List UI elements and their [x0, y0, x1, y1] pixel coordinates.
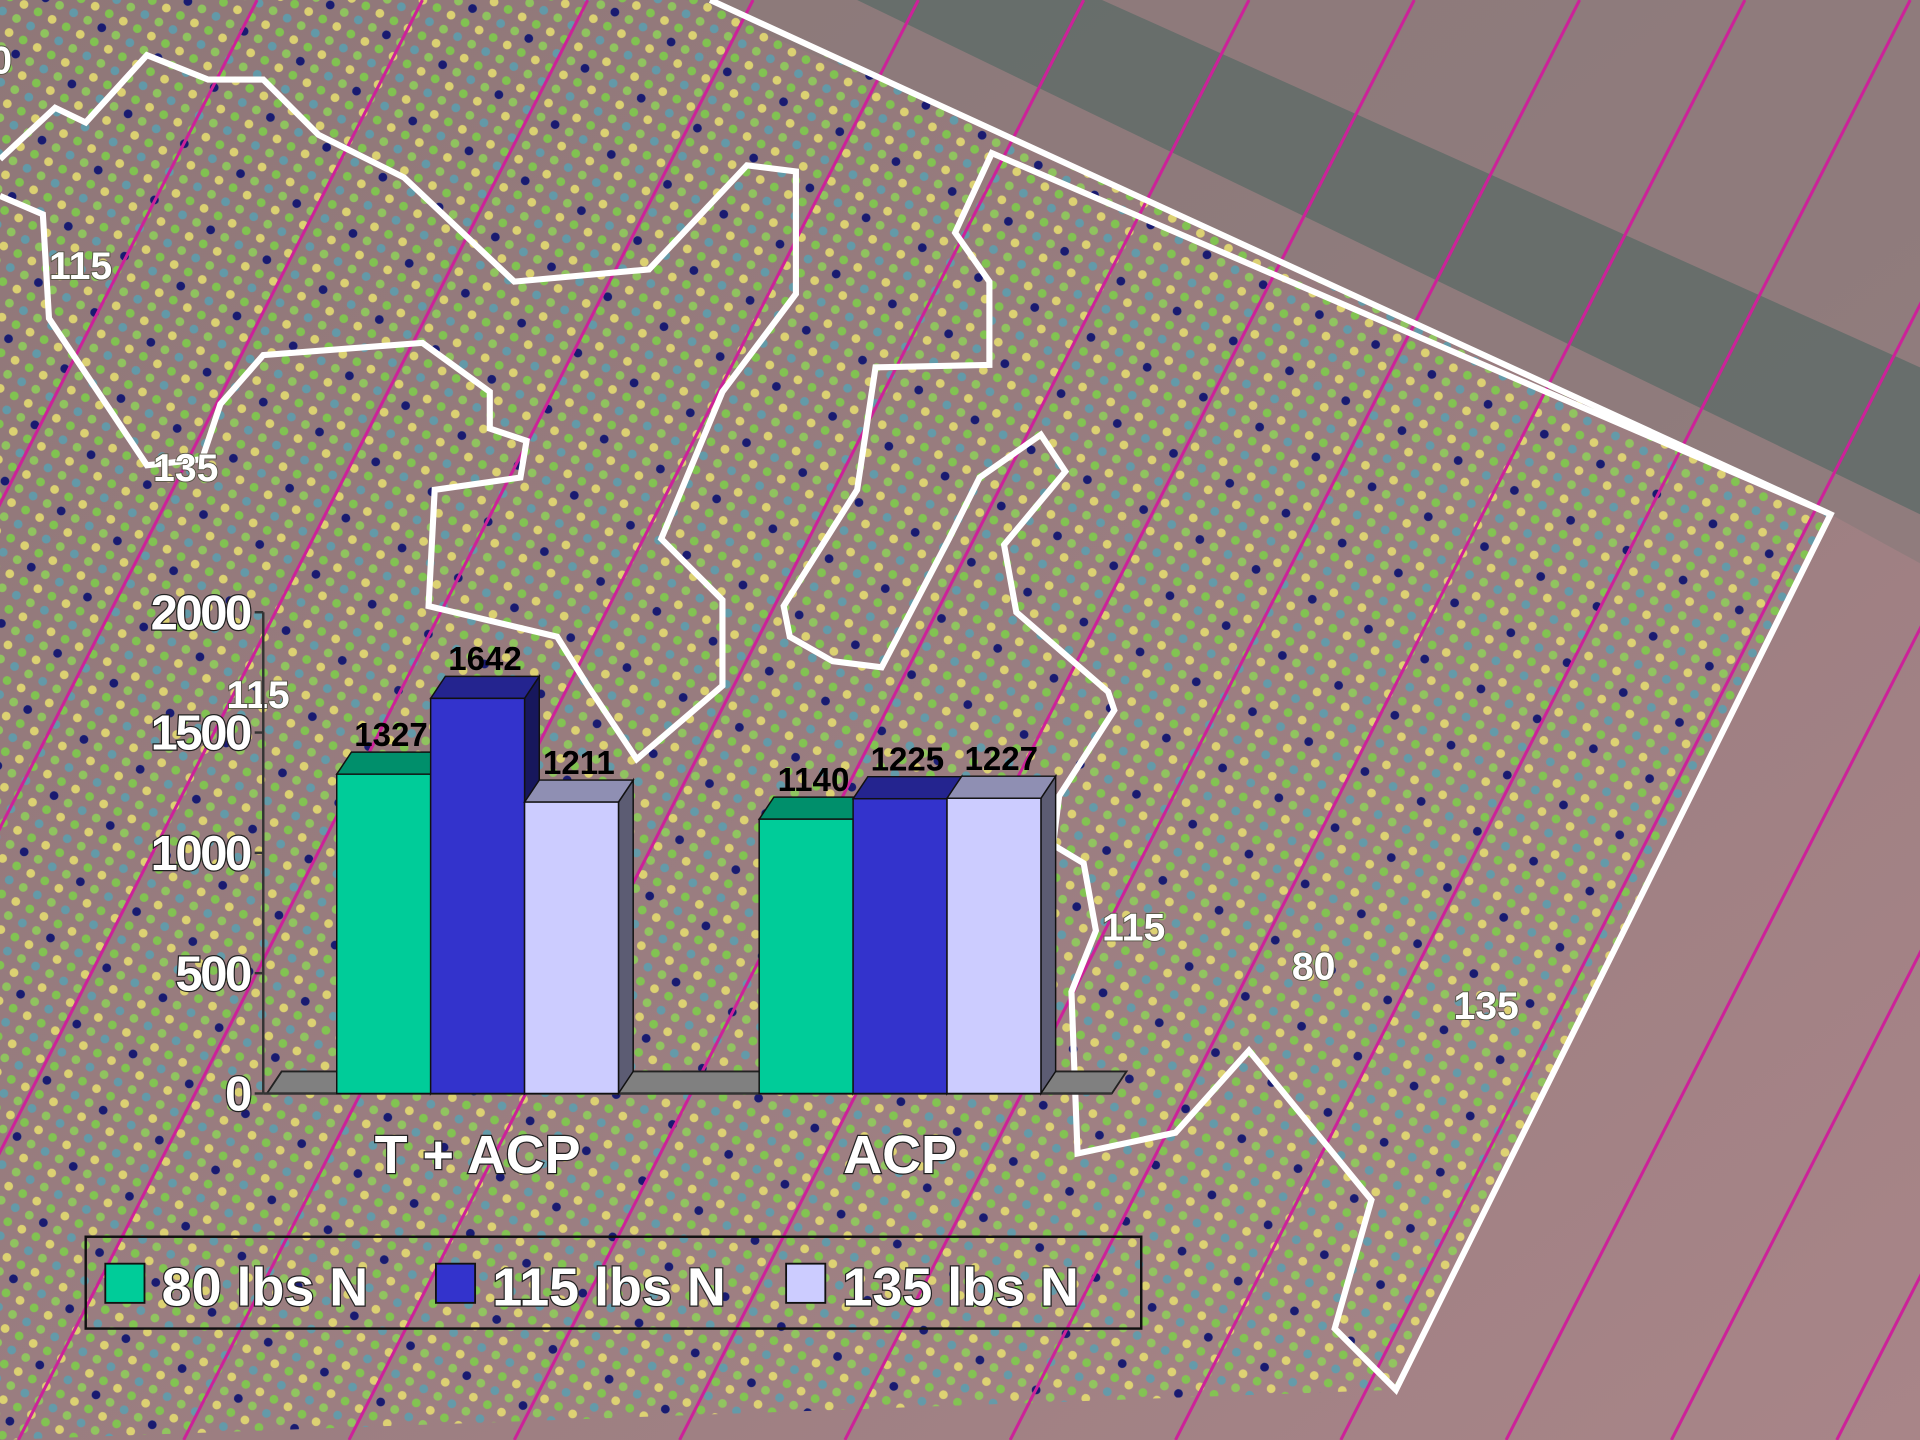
x-tick-label: ACP [843, 1125, 957, 1185]
bar-top [337, 752, 446, 774]
map-label: 135 [1453, 985, 1518, 1028]
bar [853, 799, 947, 1094]
y-tick-label: 0 [225, 1068, 251, 1122]
bar-side [618, 780, 633, 1093]
map-label: 80 [1292, 946, 1336, 989]
bar-top [525, 780, 634, 802]
page: 011513511511580135 0500100015002000T + A… [0, 0, 1920, 1440]
bar-top [759, 797, 868, 819]
data-label: 1211 [543, 745, 615, 782]
legend-label: 80 lbs N [162, 1257, 369, 1317]
map-label: 115 [1102, 906, 1165, 949]
legend-label: 135 lbs N [842, 1257, 1079, 1317]
data-label: 1327 [354, 717, 428, 754]
data-label: 1642 [448, 641, 522, 678]
y-tick-label: 1000 [151, 827, 251, 881]
bar [759, 819, 853, 1093]
y-tick-label: 500 [175, 947, 251, 1001]
legend-swatch [786, 1264, 825, 1303]
map-label: 115 [49, 245, 112, 288]
legend-swatch [436, 1264, 475, 1303]
y-tick-label: 1500 [151, 707, 251, 761]
map-label: 135 [153, 447, 218, 490]
bar-top [853, 777, 962, 799]
bar-top [947, 776, 1056, 798]
map-label: 0 [0, 39, 12, 82]
legend-label: 115 lbs N [492, 1257, 726, 1317]
data-label: 1225 [871, 742, 945, 779]
bar [431, 698, 525, 1093]
data-label: 1140 [778, 762, 850, 799]
bar [337, 774, 431, 1093]
bar [947, 798, 1041, 1093]
y-tick-label: 2000 [151, 586, 251, 640]
bar-side [1041, 776, 1056, 1093]
bar-top [431, 676, 540, 698]
legend-swatch [105, 1264, 144, 1303]
x-tick-label: T + ACP [375, 1125, 581, 1185]
data-label: 1227 [965, 741, 1039, 778]
bar [525, 802, 619, 1093]
